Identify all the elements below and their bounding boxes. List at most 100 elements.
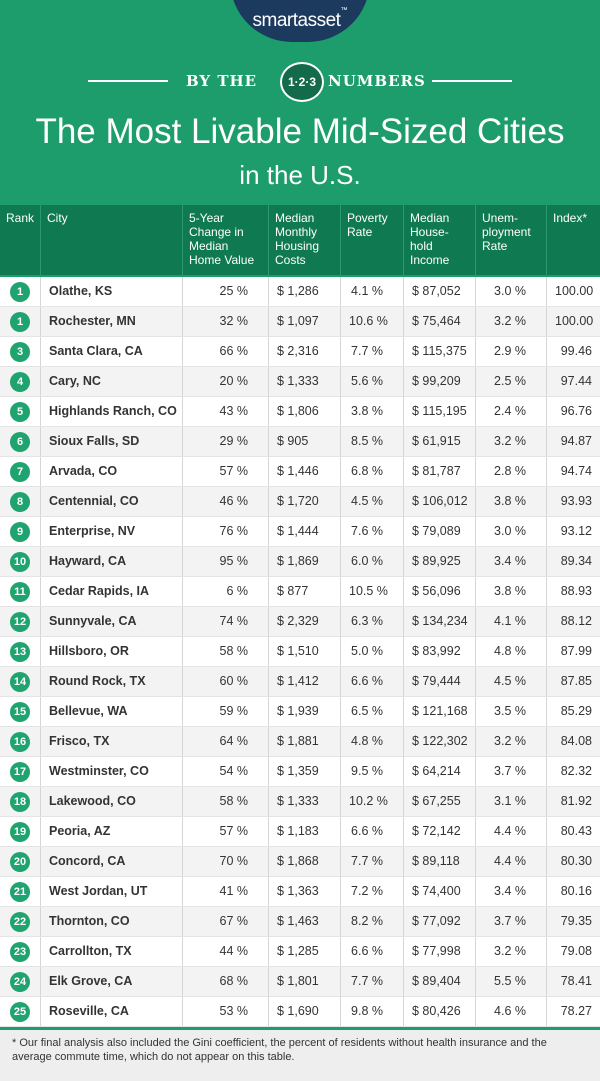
table-cell: $ 80,426 — [403, 997, 475, 1026]
table-cell: $ 122,302 — [403, 727, 475, 756]
table-cell: $ 106,012 — [403, 487, 475, 516]
rank-badge: 7 — [10, 462, 30, 482]
table-row: 21 West Jordan, UT 41 % $ 1,363 7.2 % $ 74,40… — [0, 877, 600, 906]
table-cell: 3.2 % — [475, 307, 546, 336]
header-line: 5-Year — [189, 211, 224, 225]
table-cell: $ 1,363 — [268, 877, 340, 906]
table-cell: $ 67,255 — [403, 787, 475, 816]
banner-badge: 1·2·3 — [280, 62, 324, 102]
table-cell: 80.43 — [546, 817, 600, 846]
table-cell: 5.6 % — [340, 367, 403, 396]
table-cell: Highlands Ranch, CO — [40, 397, 182, 426]
rank-cell: 17 — [0, 757, 40, 786]
header-line: Housing — [275, 239, 320, 253]
table-cell: 9.5 % — [340, 757, 403, 786]
table-cell: 6 % — [182, 577, 268, 606]
rank-badge: 24 — [10, 972, 30, 992]
table-cell: 3.2 % — [475, 427, 546, 456]
table-row: 25 Roseville, CA 53 % $ 1,690 9.8 % $ 80,426 4… — [0, 997, 600, 1026]
table-cell: $ 77,092 — [403, 907, 475, 936]
table-cell: 29 % — [182, 427, 268, 456]
subtitle: in the U.S. — [239, 160, 361, 190]
column-header: Median Monthly Housing Costs — [268, 205, 340, 275]
table-cell: $ 2,316 — [268, 337, 340, 366]
table-cell: $ 1,333 — [268, 787, 340, 816]
table-cell: $ 115,195 — [403, 397, 475, 426]
table-cell: 41 % — [182, 877, 268, 906]
rank-badge: 23 — [10, 942, 30, 962]
table-cell: Elk Grove, CA — [40, 967, 182, 996]
rank-cell: 11 — [0, 577, 40, 606]
header-line: City — [47, 211, 68, 225]
table-row: 6 Sioux Falls, SD 29 % $ 905 8.5 % $ 61,915 3.… — [0, 427, 600, 456]
rank-cell: 24 — [0, 967, 40, 996]
footnote: * Our final analysis also included the G… — [0, 1030, 600, 1081]
table-cell: 3.1 % — [475, 787, 546, 816]
table-cell: 4.1 % — [475, 607, 546, 636]
rank-badge: 20 — [10, 852, 30, 872]
table-cell: Enterprise, NV — [40, 517, 182, 546]
table-cell: 7.7 % — [340, 337, 403, 366]
table-row: 24 Elk Grove, CA 68 % $ 1,801 7.7 % $ 89,404 5… — [0, 967, 600, 996]
rank-badge: 6 — [10, 432, 30, 452]
table-cell: $ 79,089 — [403, 517, 475, 546]
table-cell: 10.5 % — [340, 577, 403, 606]
header-line: Rate — [482, 239, 508, 253]
table-cell: 79.08 — [546, 937, 600, 966]
table-cell: Westminster, CO — [40, 757, 182, 786]
table-cell: 6.8 % — [340, 457, 403, 486]
table-cell: Sunnyvale, CA — [40, 607, 182, 636]
header-line: Poverty — [347, 211, 388, 225]
rank-badge: 19 — [10, 822, 30, 842]
table-cell: Bellevue, WA — [40, 697, 182, 726]
table-cell: 6.6 % — [340, 817, 403, 846]
column-header: Median House-hold Income — [403, 205, 475, 275]
table-cell: 4.1 % — [340, 277, 403, 306]
table-cell: 2.9 % — [475, 337, 546, 366]
header-line: Median — [189, 239, 229, 253]
title: The Most Livable Mid-Sized Cities — [35, 112, 565, 151]
table-cell: $ 89,404 — [403, 967, 475, 996]
table-cell: 3.0 % — [475, 517, 546, 546]
table-cell: 88.12 — [546, 607, 600, 636]
rank-cell: 19 — [0, 817, 40, 846]
table-cell: $ 81,787 — [403, 457, 475, 486]
banner-text: BY THE — [186, 72, 258, 90]
table-cell: $ 99,209 — [403, 367, 475, 396]
rank-cell: 4 — [0, 367, 40, 396]
column-header: Unem-ployment Rate — [475, 205, 546, 275]
table-cell: Sioux Falls, SD — [40, 427, 182, 456]
table-cell: 5.0 % — [340, 637, 403, 666]
table-cell: 3.7 % — [475, 757, 546, 786]
rank-cell: 25 — [0, 997, 40, 1026]
table-cell: $ 905 — [268, 427, 340, 456]
table-cell: 10.2 % — [340, 787, 403, 816]
table-cell: Roseville, CA — [40, 997, 182, 1026]
table-row: 17 Westminster, CO 54 % $ 1,359 9.5 % $ 64,21… — [0, 757, 600, 786]
table-row: 4 Cary, NC 20 % $ 1,333 5.6 % $ 99,209 2.5 % 97… — [0, 367, 600, 396]
table-cell: 3.4 % — [475, 547, 546, 576]
header-line: Median — [410, 211, 450, 225]
rank-cell: 8 — [0, 487, 40, 516]
header-line: Rank — [6, 211, 35, 225]
column-header: Rank — [0, 205, 40, 275]
column-header: Index* — [546, 205, 600, 275]
table-cell: 4.6 % — [475, 997, 546, 1026]
header-line: Median — [275, 211, 315, 225]
table-cell: 9.8 % — [340, 997, 403, 1026]
banner-line — [88, 80, 168, 82]
table-cell: 3.8 % — [475, 577, 546, 606]
table-cell: 2.4 % — [475, 397, 546, 426]
table-cell: 6.6 % — [340, 667, 403, 696]
table-cell: 8.5 % — [340, 427, 403, 456]
table-cell: 2.5 % — [475, 367, 546, 396]
table-cell: 78.41 — [546, 967, 600, 996]
table-cell: 80.16 — [546, 877, 600, 906]
table-cell: 3.8 % — [340, 397, 403, 426]
rank-cell: 15 — [0, 697, 40, 726]
rank-cell: 3 — [0, 337, 40, 366]
table-cell: $ 89,118 — [403, 847, 475, 876]
table-cell: Olathe, KS — [40, 277, 182, 306]
table-cell: 43 % — [182, 397, 268, 426]
